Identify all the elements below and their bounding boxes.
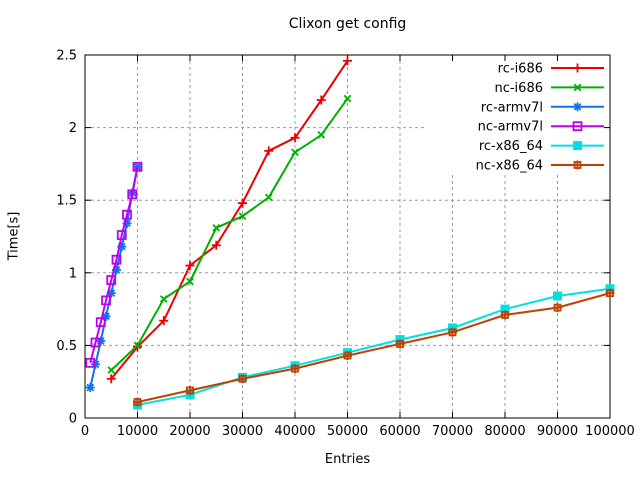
- legend-label: rc-i686: [498, 62, 543, 77]
- y-tick-label: 0.5: [56, 339, 77, 354]
- x-tick-label: 40000: [274, 424, 315, 439]
- x-axis-label: Entries: [324, 452, 371, 467]
- series-rc-i686: [106, 56, 352, 384]
- legend-item-nc-x86_64: nc-x86_64: [476, 159, 604, 174]
- y-tick-label: 0: [69, 412, 77, 427]
- series-nc-armv7l: [85, 161, 143, 368]
- legend: rc-i686 nc-i686 rc-armv7l nc-armv7l rc-x86_6…: [476, 62, 604, 174]
- series-line: [137, 287, 611, 406]
- x-tick-label: 80000: [484, 424, 525, 439]
- legend-item-rc-i686: rc-i686: [498, 62, 604, 77]
- legend-background: [424, 57, 607, 173]
- series-nc-x86_64: [133, 288, 615, 407]
- series-line: [110, 60, 349, 380]
- y-tick-label: 1.5: [56, 194, 77, 209]
- chart-title: Clixon get config: [288, 16, 407, 32]
- legend-item-rc-armv7l: rc-armv7l: [481, 100, 604, 115]
- x-tick-label: 70000: [432, 424, 473, 439]
- series-rc-x86_64: [133, 284, 615, 410]
- series-line: [89, 166, 139, 364]
- legend-item-rc-x86_64: rc-x86_64: [479, 139, 604, 154]
- legend-item-nc-armv7l: nc-armv7l: [478, 120, 604, 135]
- x-tick-label: 90000: [537, 424, 578, 439]
- y-tick-label: 2.5: [56, 49, 77, 64]
- legend-label: nc-i686: [494, 81, 543, 96]
- x-tick-label: 30000: [222, 424, 263, 439]
- series-rc-armv7l: [85, 162, 142, 393]
- series-line: [110, 98, 349, 371]
- legend-label: nc-x86_64: [476, 159, 543, 174]
- x-tick-label: 0: [81, 424, 89, 439]
- y-tick-label: 2: [69, 121, 77, 136]
- series-line: [137, 292, 611, 403]
- legend-label: rc-armv7l: [481, 100, 543, 115]
- x-tick-label: 20000: [169, 424, 210, 439]
- y-tick-label: 1: [69, 266, 77, 281]
- legend-item-nc-i686: nc-i686: [494, 81, 604, 96]
- legend-label: nc-armv7l: [478, 120, 543, 135]
- x-tick-label: 60000: [379, 424, 420, 439]
- series-nc-i686: [107, 94, 352, 374]
- x-tick-label: 10000: [117, 424, 158, 439]
- legend-label: rc-x86_64: [479, 139, 543, 154]
- axes: 0 10000 20000 30000 40000 50000 60000 70000 8000…: [56, 49, 635, 440]
- x-tick-label: 100000: [585, 424, 635, 439]
- x-tick-label: 50000: [327, 424, 368, 439]
